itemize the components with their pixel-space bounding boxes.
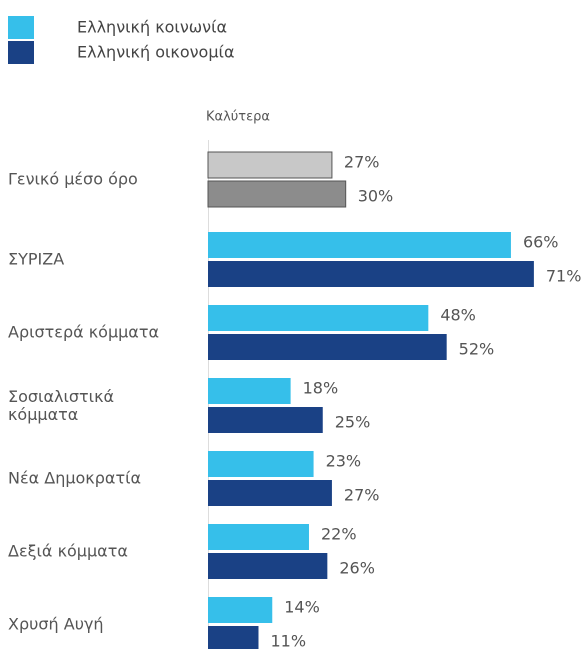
category-label: Χρυσή Αυγή	[8, 615, 104, 634]
axis-label: Καλύτερα	[206, 110, 270, 125]
bar	[207, 151, 333, 179]
category-line: Σοσιαλιστικά	[8, 387, 119, 406]
data-label: 27%	[344, 486, 380, 505]
bar	[208, 378, 291, 404]
legend-label: Ελληνική οικονομία	[77, 43, 234, 62]
category-line: κόμματα	[8, 404, 78, 423]
data-label: 26%	[339, 559, 375, 578]
legend-label: Ελληνική κοινωνία	[77, 18, 227, 37]
category-label: Αριστερά κόμματα	[8, 323, 159, 342]
bar	[208, 407, 323, 433]
bar	[207, 180, 347, 208]
bar	[208, 626, 259, 649]
legend-swatch	[8, 16, 34, 39]
legend-swatch	[8, 41, 34, 64]
bar	[208, 305, 429, 331]
bar	[208, 232, 511, 258]
category-label: ΣΥΡΙΖΑ	[8, 250, 64, 269]
bar	[208, 261, 534, 287]
bar	[208, 334, 447, 360]
data-label: 66%	[523, 233, 559, 252]
category-label: Νέα Δημοκρατία	[8, 469, 141, 488]
category-label: Δεξιά κόμματα	[8, 542, 128, 561]
data-label: 30%	[358, 187, 394, 206]
bar	[208, 524, 309, 550]
bar	[208, 480, 332, 506]
data-label: 25%	[335, 413, 371, 432]
category-label: Σοσιαλιστικά κόμματα	[8, 387, 119, 424]
data-label: 52%	[459, 340, 495, 359]
data-label: 14%	[284, 598, 320, 617]
data-label: 71%	[546, 267, 582, 286]
data-label: 22%	[321, 525, 357, 544]
bar	[208, 451, 314, 477]
data-label: 18%	[303, 379, 339, 398]
data-label: 27%	[344, 153, 380, 172]
data-label: 11%	[270, 632, 306, 649]
data-label: 23%	[326, 452, 362, 471]
category-label: Γενικό μέσο όρο	[8, 170, 138, 189]
bar	[208, 597, 273, 623]
data-label: 48%	[440, 306, 476, 325]
bar	[208, 553, 328, 579]
